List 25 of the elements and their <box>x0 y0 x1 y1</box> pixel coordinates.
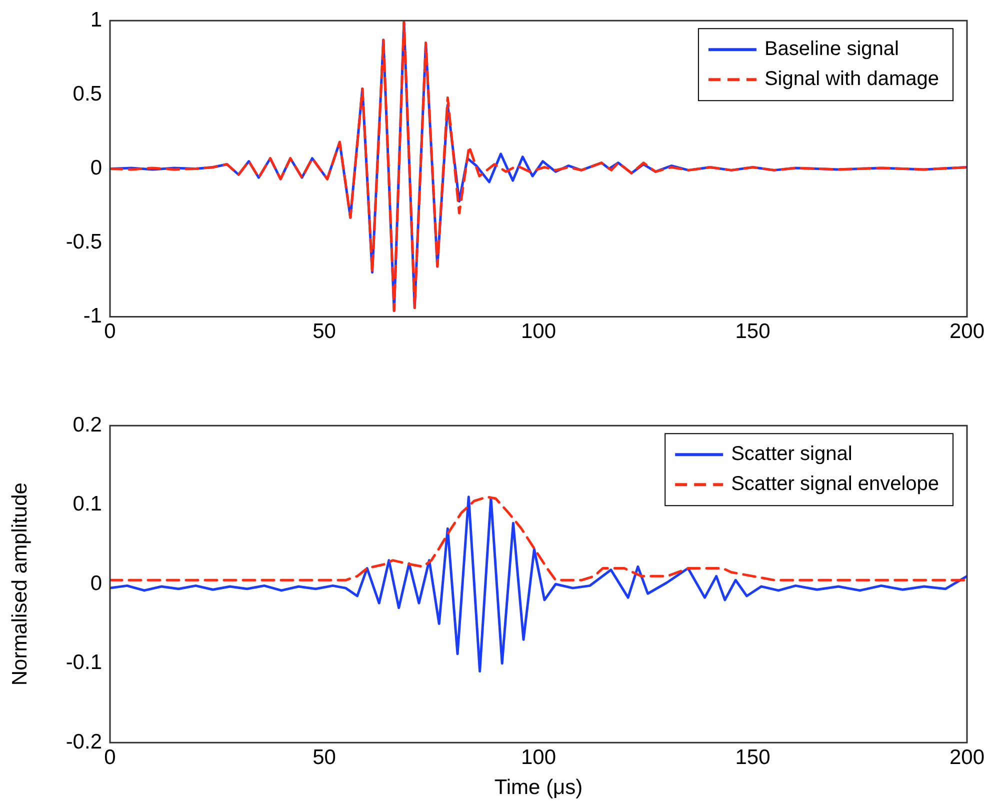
y-tick-label: -0.5 <box>66 230 102 254</box>
y-tick-label: 0 <box>90 156 102 180</box>
x-tick-label: 50 <box>312 746 336 769</box>
y-tick-label: -1 <box>83 304 102 328</box>
x-tick-label: 100 <box>520 320 556 344</box>
y-tick-label: 0.2 <box>72 413 102 436</box>
x-tick-label: 150 <box>735 746 770 769</box>
x-tick-label: 200 <box>949 320 985 344</box>
x-tick-label: 50 <box>312 320 336 344</box>
y-tick-label: 0 <box>90 572 102 595</box>
legend-label: Scatter signal envelope <box>731 473 940 496</box>
legend-label: Signal with damage <box>764 68 940 90</box>
y-tick-label: 0.1 <box>72 492 102 516</box>
line-series <box>110 496 967 582</box>
y-axis-title: Normalised amplitude <box>8 482 32 686</box>
x-tick-label: 200 <box>949 746 985 769</box>
x-axis-title: Time (μs) <box>494 776 583 800</box>
y-tick-label: -0.1 <box>66 651 102 674</box>
x-tick-label: 100 <box>520 746 556 769</box>
y-tick-label: 1 <box>90 8 102 32</box>
x-tick-label: 150 <box>735 320 770 344</box>
legend-label: Scatter signal <box>731 443 852 466</box>
y-tick-label: -0.2 <box>66 730 102 754</box>
y-tick-label: 0.5 <box>72 82 102 106</box>
legend-label: Baseline signal <box>764 38 899 60</box>
